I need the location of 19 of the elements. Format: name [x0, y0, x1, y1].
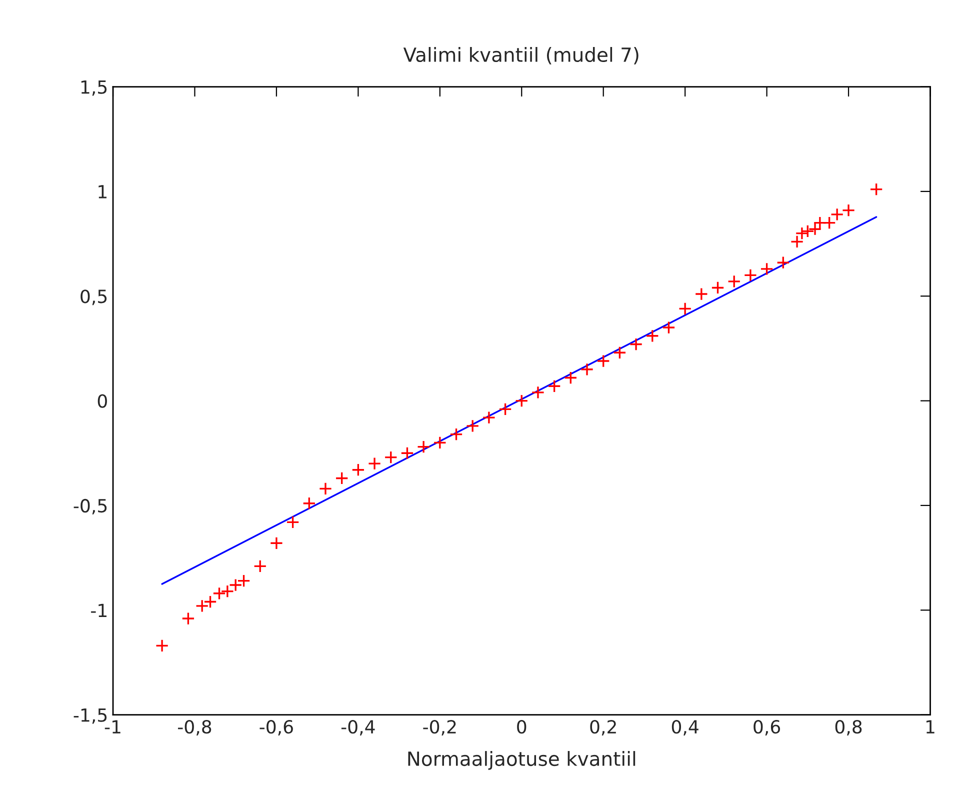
x-tick-label: 0 — [517, 720, 526, 734]
x-tick-label: -0,2 — [423, 720, 456, 736]
y-tick-label: 1 — [98, 185, 106, 198]
chart-title: Valimi kvantiil (mudel 7) — [403, 46, 638, 64]
x-tick-label: -0,4 — [341, 720, 375, 736]
x-tick-label: 0,2 — [590, 720, 616, 736]
x-tick-label: -0,6 — [260, 720, 293, 736]
y-tick-label: -0,5 — [74, 498, 107, 514]
x-tick-label: 1 — [926, 720, 934, 734]
x-tick-label: 0,4 — [672, 720, 698, 736]
x-axis-title: Normaaljaotuse kvantiil — [408, 751, 636, 770]
y-tick-label: -1,5 — [74, 708, 107, 724]
x-tick-label: 0,6 — [754, 720, 780, 736]
y-tick-label: 1,5 — [81, 80, 107, 96]
x-tick-label: -0,8 — [178, 720, 212, 736]
y-tick-label: 0,5 — [80, 290, 107, 306]
y-tick-label: 0 — [98, 394, 107, 408]
y-tick-label: -1 — [91, 604, 106, 617]
x-tick-label: 0,8 — [835, 720, 862, 736]
